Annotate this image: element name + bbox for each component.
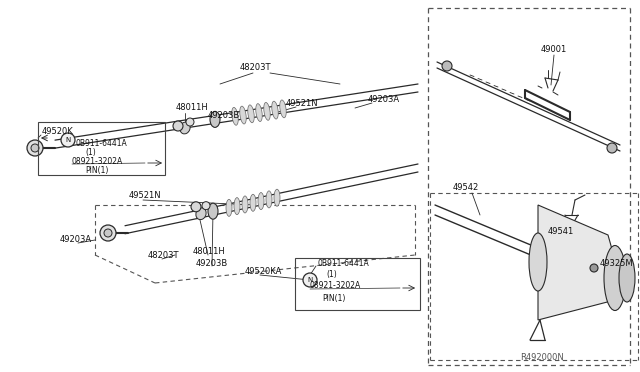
Circle shape (27, 140, 43, 156)
Ellipse shape (196, 208, 206, 219)
Circle shape (191, 202, 201, 212)
Text: 49520KA: 49520KA (245, 267, 282, 276)
Text: (1): (1) (326, 270, 337, 279)
Text: 48011H: 48011H (193, 247, 226, 257)
Ellipse shape (232, 108, 238, 125)
Ellipse shape (266, 191, 272, 208)
Ellipse shape (208, 203, 218, 219)
Circle shape (100, 225, 116, 241)
Ellipse shape (529, 233, 547, 291)
Circle shape (186, 118, 194, 126)
Text: (1): (1) (85, 148, 96, 157)
Polygon shape (538, 205, 615, 320)
Circle shape (104, 229, 112, 237)
Text: 49203B: 49203B (196, 259, 228, 267)
Ellipse shape (226, 199, 232, 217)
Text: 08921-3202A: 08921-3202A (72, 157, 124, 166)
Bar (38, 122, 165, 175)
Text: 49541: 49541 (548, 228, 574, 237)
Text: N: N (65, 137, 70, 143)
Ellipse shape (180, 122, 190, 134)
Text: 08921-3202A: 08921-3202A (310, 282, 361, 291)
Circle shape (61, 133, 75, 147)
Text: 49203A: 49203A (368, 94, 400, 103)
Text: 0B911-6441A: 0B911-6441A (75, 138, 127, 148)
Text: PIN(1): PIN(1) (85, 166, 108, 174)
Text: R492000N: R492000N (520, 353, 564, 362)
Ellipse shape (256, 104, 262, 122)
Ellipse shape (258, 193, 264, 209)
Text: 49001: 49001 (541, 45, 567, 55)
Text: N: N (307, 277, 312, 283)
Text: 49325M: 49325M (600, 259, 634, 267)
Text: 49521N: 49521N (129, 192, 162, 201)
Circle shape (590, 264, 598, 272)
Text: 48203T: 48203T (148, 251, 179, 260)
Ellipse shape (619, 254, 635, 302)
Text: 48203T: 48203T (240, 64, 271, 73)
Ellipse shape (250, 194, 256, 211)
Text: 49542: 49542 (453, 183, 479, 192)
Ellipse shape (248, 105, 254, 123)
Circle shape (202, 202, 210, 210)
Text: 48011H: 48011H (176, 103, 209, 112)
Circle shape (607, 143, 617, 153)
Text: 49521N: 49521N (286, 99, 319, 108)
Text: 49520K: 49520K (42, 128, 74, 137)
Ellipse shape (272, 101, 278, 119)
Text: 0B911-6441A: 0B911-6441A (318, 259, 370, 267)
Text: 49203A: 49203A (60, 235, 92, 244)
Ellipse shape (604, 246, 626, 311)
Ellipse shape (240, 106, 246, 124)
Ellipse shape (210, 111, 220, 127)
Ellipse shape (264, 102, 270, 120)
Circle shape (173, 121, 183, 131)
Text: PIN(1): PIN(1) (322, 294, 346, 302)
Ellipse shape (280, 100, 286, 118)
Circle shape (303, 273, 317, 287)
Ellipse shape (234, 198, 240, 215)
Ellipse shape (242, 196, 248, 213)
Circle shape (31, 144, 39, 152)
Bar (295, 258, 420, 310)
Circle shape (442, 61, 452, 71)
Text: 49203B: 49203B (208, 110, 240, 119)
Ellipse shape (274, 189, 280, 206)
